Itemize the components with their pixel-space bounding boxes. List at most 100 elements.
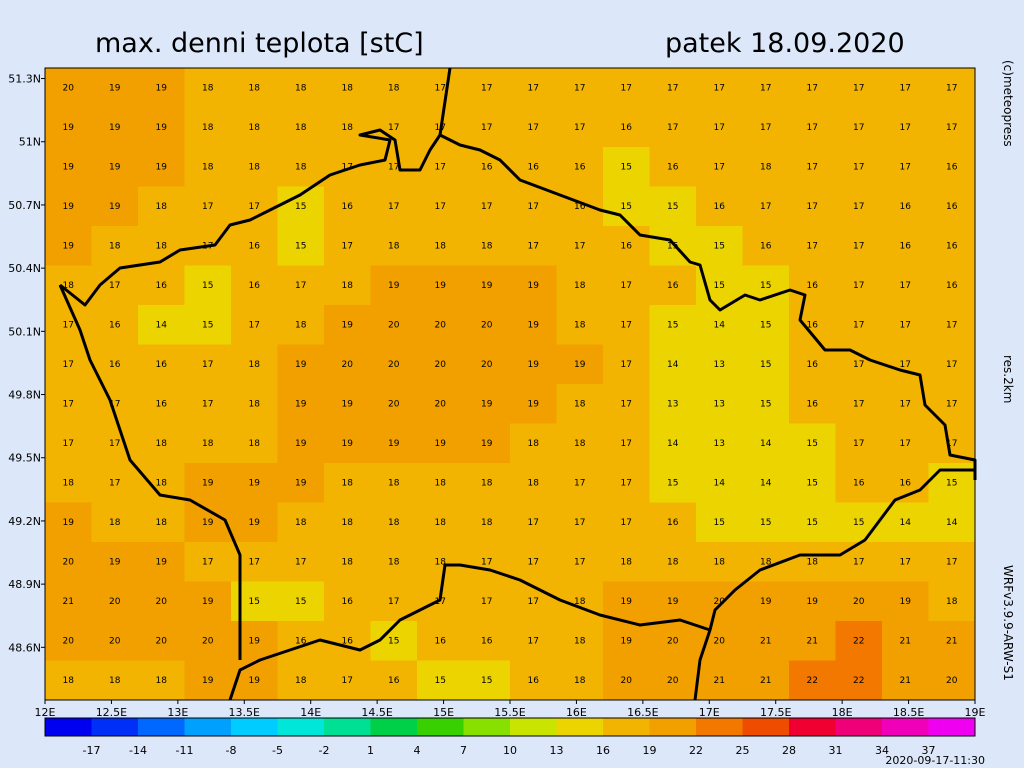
cell: [277, 542, 325, 582]
cell-value: 17: [249, 202, 260, 212]
cell-value: 16: [109, 320, 121, 330]
cell-value: 17: [528, 636, 539, 646]
cell: [324, 502, 371, 543]
cell: [882, 107, 929, 148]
cell-value: 16: [714, 202, 726, 212]
cell-value: 14: [946, 518, 958, 528]
cell-value: 19: [295, 439, 307, 449]
cell: [742, 502, 790, 543]
cell: [45, 344, 92, 385]
cell: [696, 186, 743, 227]
x-tick-label: 15E: [433, 706, 454, 719]
cell-value: 20: [853, 597, 865, 607]
cell: [463, 226, 511, 266]
cell: [417, 344, 464, 385]
cell-value: 21: [807, 636, 818, 646]
cell-value: 13: [714, 399, 725, 409]
cell-value: 17: [528, 518, 539, 528]
cell: [835, 107, 883, 148]
cell: [928, 107, 976, 148]
colorbar-segment: [417, 718, 464, 736]
cell: [882, 423, 929, 464]
cell-value: 17: [202, 557, 213, 567]
cell-value: 14: [760, 478, 772, 488]
cell: [556, 107, 604, 148]
cell: [603, 621, 650, 661]
x-tick-label: 17.5E: [760, 706, 791, 719]
cell-value: 17: [853, 557, 864, 567]
cell-value: 19: [760, 597, 772, 607]
cell-value: 17: [63, 439, 74, 449]
cell: [45, 581, 92, 622]
cell-value: 17: [202, 399, 213, 409]
cell-value: 21: [946, 636, 957, 646]
cell-value: 19: [249, 676, 261, 686]
cell: [45, 147, 92, 187]
cell: [835, 265, 883, 306]
cell: [928, 68, 976, 108]
cell-value: 18: [295, 123, 307, 133]
cell-value: 20: [63, 636, 75, 646]
cell-value: 18: [156, 241, 168, 251]
cell-value: 19: [202, 518, 214, 528]
cell: [928, 305, 976, 345]
cell: [417, 384, 464, 424]
cell-value: 17: [853, 202, 864, 212]
cell-value: 17: [574, 83, 585, 93]
cell: [277, 305, 325, 345]
cell: [324, 147, 371, 187]
cell-value: 17: [807, 202, 818, 212]
cell-value: 17: [946, 320, 957, 330]
cell: [277, 384, 325, 424]
cell-value: 22: [853, 636, 864, 646]
cell-value: 18: [295, 83, 307, 93]
y-tick-label: 50.7N: [8, 199, 41, 212]
cell: [928, 344, 976, 385]
cell-value: 17: [574, 518, 585, 528]
colorbar-segment: [603, 718, 650, 736]
cell: [742, 107, 790, 148]
cell-value: 17: [900, 281, 911, 291]
cell-value: 18: [342, 83, 354, 93]
cell: [45, 660, 92, 701]
cell-value: 18: [109, 518, 121, 528]
cell: [231, 107, 278, 148]
cell-value: 17: [621, 518, 632, 528]
colorbar-segment: [91, 718, 139, 736]
cell-value: 15: [667, 202, 678, 212]
cell-value: 18: [295, 162, 307, 172]
cell-value: 19: [249, 636, 261, 646]
cell-value: 19: [667, 597, 679, 607]
cell: [463, 423, 511, 464]
cell-value: 19: [481, 439, 493, 449]
cell: [510, 502, 557, 543]
cell-value: 19: [435, 439, 447, 449]
cell: [882, 226, 929, 266]
cell-value: 17: [714, 123, 725, 133]
colorbar-segment: [882, 718, 929, 736]
cell-value: 18: [760, 162, 772, 172]
cell-value: 16: [667, 518, 679, 528]
title: max. denni teplota [stC]: [95, 28, 424, 59]
cell: [789, 186, 836, 227]
cell-value: 19: [388, 439, 400, 449]
grid: 20 19 19 18 18 18 18 18 17 17 17 17 17 17 17 17 17 17 17 17…: [45, 68, 976, 701]
cell-value: 15: [853, 518, 864, 528]
cell-value: 16: [807, 399, 819, 409]
cell-value: 17: [574, 478, 585, 488]
cell-value: 19: [63, 518, 75, 528]
cell-value: 17: [807, 83, 818, 93]
cell: [649, 68, 697, 108]
cell-value: 18: [63, 478, 75, 488]
cell: [649, 660, 697, 701]
cell-value: 17: [388, 597, 399, 607]
cell: [184, 542, 232, 582]
cell: [138, 542, 185, 582]
cell: [184, 621, 232, 661]
cell: [370, 384, 418, 424]
cell: [742, 68, 790, 108]
cell: [184, 265, 232, 306]
cell: [603, 265, 650, 306]
cell: [184, 660, 232, 701]
cell-value: 19: [435, 281, 447, 291]
